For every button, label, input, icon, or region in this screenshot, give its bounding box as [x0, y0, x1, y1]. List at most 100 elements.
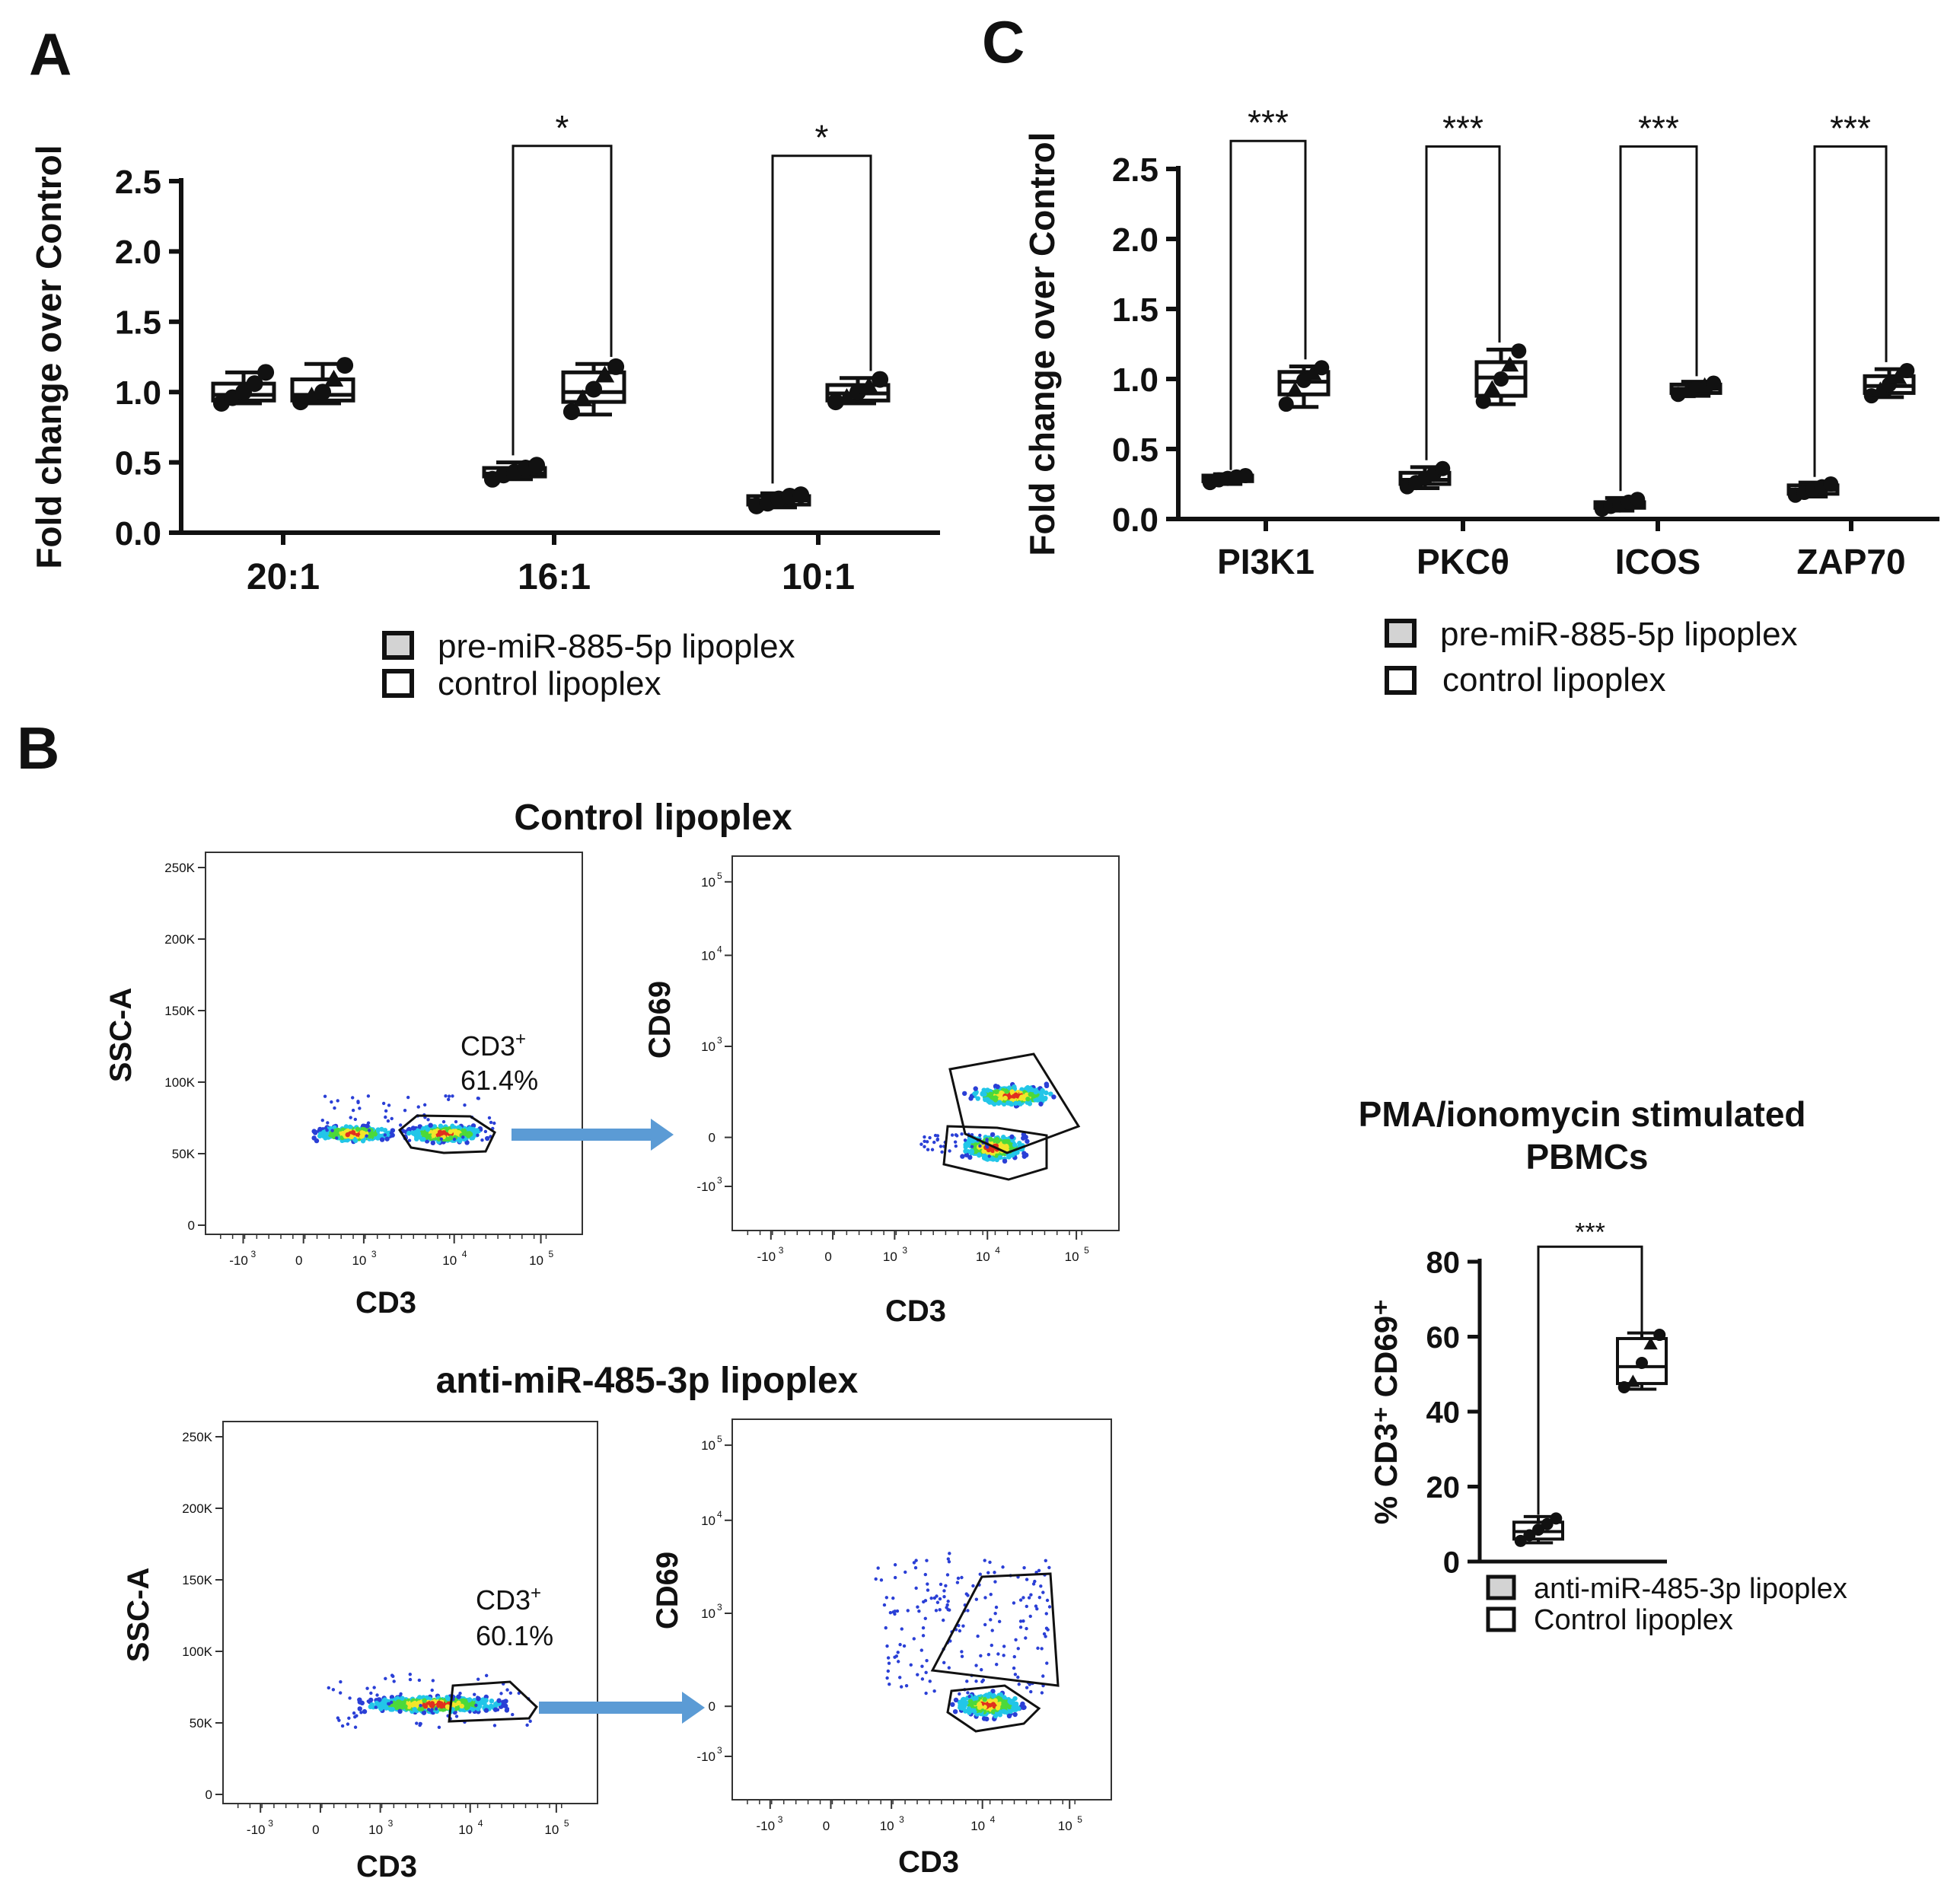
- event-dot: [416, 1105, 420, 1109]
- significance-bracket: ***: [1537, 1218, 1643, 1515]
- event-dot: [923, 1135, 926, 1139]
- event-dot: [1037, 1595, 1042, 1600]
- event-dot: [1040, 1691, 1044, 1695]
- x-tick-sup: 3: [778, 1814, 783, 1825]
- event-dot: [392, 1701, 397, 1706]
- significance-label: ***: [1830, 109, 1871, 148]
- event-dot: [967, 1154, 973, 1161]
- event-dot: [942, 1589, 946, 1593]
- event-dot: [939, 1145, 943, 1148]
- event-dot: [417, 1678, 422, 1683]
- event-dot: [997, 1154, 1003, 1161]
- event-dot: [430, 1140, 436, 1146]
- data-point: [1514, 1534, 1527, 1547]
- event-dot: [366, 1121, 371, 1125]
- x-tick-sup: 3: [251, 1249, 257, 1259]
- gate-cd3-anti: [448, 1680, 538, 1723]
- event-dot: [474, 1128, 480, 1133]
- data-point: [1278, 396, 1294, 412]
- event-dot: [418, 1723, 422, 1727]
- event-dot: [977, 1705, 983, 1710]
- event-dot: [1010, 1152, 1015, 1157]
- event-dot: [359, 1711, 363, 1715]
- data-point: [859, 377, 879, 394]
- x-tick-label: 10: [976, 1250, 990, 1264]
- event-dot: [912, 1561, 916, 1565]
- event-dot: [924, 1670, 928, 1675]
- event-dot: [408, 1673, 413, 1676]
- event-dot: [1012, 1601, 1016, 1605]
- event-dot: [403, 1108, 407, 1113]
- event-dot: [981, 1087, 986, 1093]
- event-dot: [417, 1695, 422, 1700]
- x-tick-label: -10: [229, 1253, 248, 1268]
- gate-percent-anti: 60.1%: [476, 1620, 553, 1651]
- event-dot: [456, 1694, 461, 1699]
- event-dot: [399, 1699, 404, 1705]
- event-dot: [351, 1108, 355, 1113]
- data-point: [1501, 356, 1519, 372]
- significance-bracket: ***: [1425, 109, 1501, 460]
- event-dot: [997, 1100, 1002, 1105]
- event-dot: [962, 1700, 968, 1706]
- x-tick-sup: 5: [564, 1818, 569, 1829]
- event-dot: [977, 1152, 982, 1157]
- event-dot: [421, 1710, 427, 1715]
- event-dot: [999, 1144, 1005, 1149]
- data-point: [1688, 380, 1703, 396]
- bracket-line: [1537, 1245, 1643, 1515]
- box-0-0: [211, 364, 276, 412]
- arrow-shaft: [512, 1129, 652, 1141]
- event-dot: [339, 1680, 343, 1684]
- event-dot: [503, 1699, 508, 1704]
- data-point: [246, 375, 263, 393]
- event-dot: [338, 1691, 343, 1695]
- data-point: [323, 369, 344, 387]
- event-dot: [467, 1697, 473, 1702]
- event-dot: [983, 1622, 987, 1627]
- box-1-2: [825, 371, 891, 411]
- event-dot: [894, 1654, 899, 1658]
- event-dot: [964, 1152, 970, 1157]
- event-dot: [950, 1702, 955, 1708]
- event-dot: [929, 1596, 933, 1600]
- data-point: [1532, 1524, 1544, 1536]
- event-dot: [952, 1708, 958, 1715]
- event-dot: [468, 1710, 472, 1714]
- x-tick-label: 10: [880, 1819, 894, 1833]
- event-dot: [1042, 1632, 1047, 1636]
- event-dot: [989, 1592, 993, 1597]
- y-tick-label: 0: [1443, 1546, 1460, 1579]
- event-dot: [412, 1706, 417, 1712]
- chart-c: 0.0 0.5 1.0 1.5 2.0 2.5 Fold change over Contr…: [1022, 103, 1939, 581]
- x-tick-label: PI3K1: [1217, 542, 1315, 581]
- event-dot: [945, 1603, 949, 1607]
- event-dot: [1044, 1559, 1047, 1562]
- data-point: [1435, 460, 1451, 476]
- x-tick-label: 10: [970, 1819, 985, 1833]
- data-point: [572, 389, 593, 406]
- event-dot: [919, 1648, 924, 1652]
- event-dot: [997, 1619, 1002, 1624]
- gate-cd69-pos-anti: [930, 1572, 1060, 1687]
- data-point: [1617, 1380, 1630, 1393]
- event-dot: [451, 1125, 456, 1130]
- event-dot: [988, 1136, 993, 1142]
- event-dot: [458, 1691, 462, 1695]
- x-tick-label: PKCθ: [1417, 542, 1509, 581]
- event-dot: [978, 1133, 982, 1138]
- event-dot: [930, 1148, 935, 1151]
- event-dot: [923, 1572, 928, 1577]
- event-dot: [410, 1702, 416, 1708]
- event-dot: [422, 1698, 427, 1703]
- event-dot: [336, 1099, 339, 1103]
- event-dot: [954, 1133, 958, 1137]
- event-dot: [476, 1097, 481, 1100]
- event-dot: [1018, 1598, 1023, 1602]
- event-dot: [444, 1094, 448, 1098]
- event-dot: [343, 1124, 349, 1129]
- event-dot: [1017, 1141, 1022, 1146]
- plot-frame: [731, 855, 1120, 1231]
- plot-frame: [222, 1421, 598, 1804]
- event-dot: [398, 1123, 403, 1127]
